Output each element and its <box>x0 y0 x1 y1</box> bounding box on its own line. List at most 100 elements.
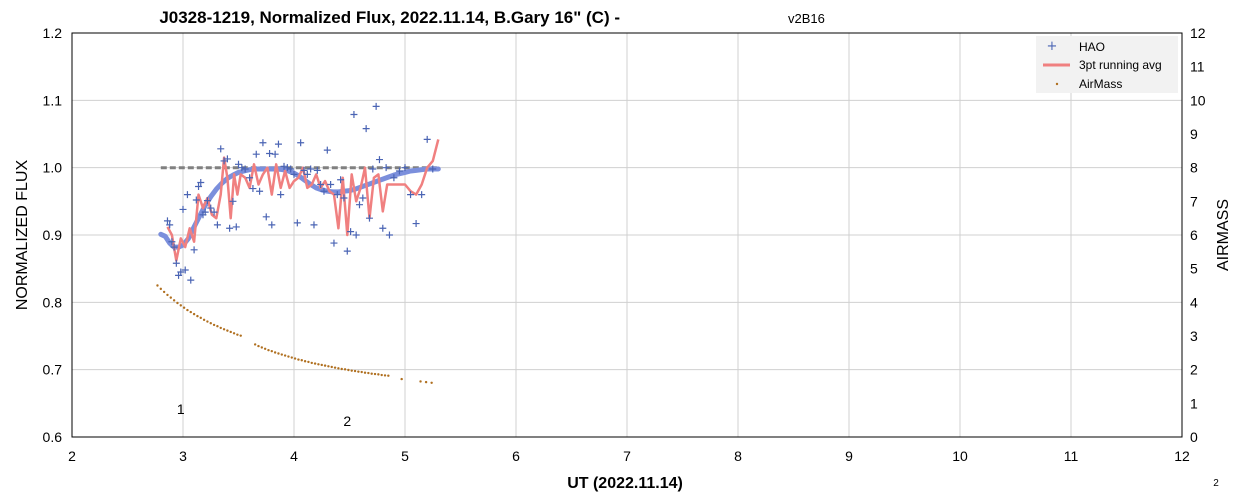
airmass-point <box>257 344 260 348</box>
airmass-point <box>162 290 166 294</box>
y2-tick-label: 2 <box>1190 362 1198 378</box>
hao-point <box>232 223 240 231</box>
airmass-point <box>199 316 202 320</box>
hao-point <box>317 181 325 188</box>
legend: + HAO 3pt running avg AirMass <box>1036 36 1178 93</box>
airmass-point <box>310 361 313 365</box>
hao-point <box>195 183 203 191</box>
airmass-point <box>367 371 370 375</box>
legend-label-hao: HAO <box>1079 40 1105 54</box>
annotation-label: 2 <box>343 413 351 429</box>
x-tick-label: 12 <box>1174 448 1190 464</box>
legend-label-airmass: AirMass <box>1079 77 1122 91</box>
airmass-point <box>400 377 403 381</box>
airmass-point <box>373 372 377 376</box>
legend-marker-hao: + <box>1047 39 1058 54</box>
airmass-point <box>216 325 219 328</box>
hao-point <box>268 221 276 229</box>
hao-point <box>333 191 341 199</box>
y2-tick-label: 3 <box>1190 328 1198 344</box>
airmass-point <box>307 360 310 364</box>
x-axis-title: UT (2022.11.14) <box>567 475 683 492</box>
y2-tick-label: 11 <box>1190 59 1205 75</box>
hao-point <box>359 194 367 202</box>
hao-point <box>262 213 270 221</box>
hao-point <box>350 110 358 118</box>
annotations: 12 <box>177 401 352 429</box>
hao-point <box>290 170 298 178</box>
airmass-point <box>176 301 179 305</box>
airmass-point <box>317 363 320 366</box>
hao-point <box>187 276 195 284</box>
airmass-point <box>229 330 232 334</box>
chart-title-main: J0328-1219, Normalized Flux, 2022.11.14,… <box>159 8 620 27</box>
hao-point <box>166 221 174 229</box>
hao-point <box>418 191 426 199</box>
airmass-point <box>206 320 209 323</box>
hao-point <box>181 266 189 274</box>
airmass-point <box>327 365 330 368</box>
airmass-point <box>273 351 277 354</box>
hao-point <box>163 217 171 225</box>
y2-tick-label: 9 <box>1190 126 1198 142</box>
hao-point <box>283 164 291 172</box>
hao-point <box>266 150 274 158</box>
hao-point <box>280 162 288 170</box>
airmass-point <box>377 373 380 376</box>
hao-point <box>192 196 200 204</box>
hao-point <box>252 150 260 158</box>
airmass-point <box>192 312 196 316</box>
airmass-point <box>253 343 257 346</box>
hao-point <box>213 221 221 229</box>
hao-point <box>207 204 215 212</box>
airmass-point <box>370 372 373 375</box>
hao-point <box>330 239 338 247</box>
airmass-point <box>239 334 242 337</box>
airmass-point <box>267 348 270 352</box>
x-tick-label: 3 <box>179 448 187 464</box>
airmass-point <box>313 362 317 365</box>
hao-point <box>423 135 431 143</box>
hao-point <box>256 187 264 195</box>
hao-point <box>343 247 351 255</box>
hao-point <box>327 181 335 188</box>
airmass-point <box>212 323 216 327</box>
y-tick-label: 0.8 <box>43 294 63 310</box>
y2-tick-label: 1 <box>1190 395 1198 411</box>
y2-axis-title: AIRMASS <box>1215 199 1232 271</box>
hao-point <box>226 224 234 232</box>
x-tick-label: 4 <box>290 448 298 464</box>
airmass-point <box>340 367 343 371</box>
airmass-point <box>222 328 226 331</box>
airmass-point <box>219 326 222 330</box>
hao-point <box>238 164 246 172</box>
airmass-point <box>277 352 280 355</box>
x-tick-label: 11 <box>1064 448 1079 464</box>
hao-point <box>168 238 176 246</box>
airmass-point <box>380 373 383 377</box>
airmass-point <box>280 353 283 356</box>
airmass-point <box>297 358 300 361</box>
y2-tick-label: 4 <box>1190 294 1198 310</box>
legend-marker-airmass <box>1055 82 1059 86</box>
airmass-point <box>166 293 169 297</box>
y2-tick-label: 10 <box>1190 92 1206 108</box>
corner-label: 2 <box>1213 478 1219 489</box>
airmass-point <box>179 304 182 307</box>
airmass-point <box>189 310 192 314</box>
airmass-point <box>323 364 327 367</box>
airmass-point <box>353 369 357 373</box>
airmass-point <box>343 368 347 371</box>
hao-point <box>407 191 415 199</box>
hao-point <box>355 201 363 209</box>
chart-title-suffix: v2B16 <box>788 11 825 26</box>
hao-point <box>197 178 205 186</box>
hao-point <box>340 194 348 202</box>
airmass-point <box>300 359 303 362</box>
airmass-point <box>260 346 264 349</box>
y-tick-label: 1.0 <box>43 160 63 176</box>
y2-tick-label: 12 <box>1190 25 1206 41</box>
hao-point <box>297 139 305 147</box>
airmass-point <box>387 374 390 377</box>
airmass-point <box>424 380 428 384</box>
